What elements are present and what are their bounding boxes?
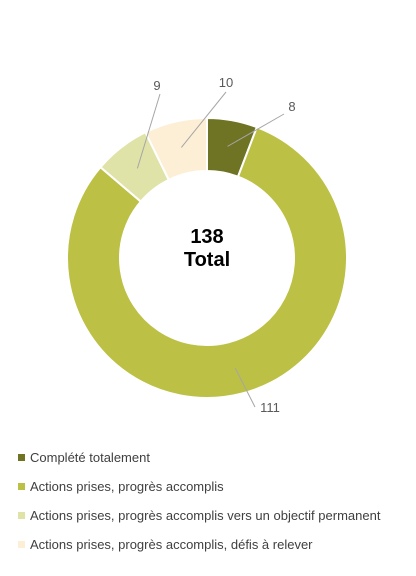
leader-line: [136, 93, 161, 169]
legend-swatch: [18, 512, 25, 519]
data-label: 8: [288, 99, 295, 114]
donut-chart: 8 111 9 10 138 Total: [66, 75, 348, 415]
total-label: Total: [184, 249, 230, 271]
slice-challenges[interactable]: [144, 116, 208, 182]
legend-item-challenges[interactable]: Actions prises, progrès accomplis, défis…: [18, 530, 416, 559]
donut-slices: [66, 116, 348, 399]
data-label: 9: [153, 78, 160, 93]
legend-swatch: [18, 454, 25, 461]
data-label: 111: [260, 400, 280, 415]
legend-item-permanent-objective[interactable]: Actions prises, progrès accomplis vers u…: [18, 501, 416, 530]
data-labels: 8 111 9 10: [136, 75, 296, 415]
leader-line: [234, 367, 256, 408]
legend-label: Actions prises, progrès accomplis: [30, 479, 224, 494]
legend-label: Complété totalement: [30, 450, 150, 465]
leader-line: [180, 91, 227, 148]
slice-progress[interactable]: [66, 125, 348, 399]
total-value: 138: [190, 226, 223, 248]
legend-label: Actions prises, progrès accomplis, défis…: [30, 537, 313, 552]
chart-legend: Complété totalement Actions prises, prog…: [18, 443, 416, 559]
legend-label: Actions prises, progrès accomplis vers u…: [30, 508, 381, 523]
legend-swatch: [18, 541, 25, 548]
leader-line: [227, 113, 285, 147]
legend-item-complete[interactable]: Complété totalement: [18, 443, 416, 472]
data-label: 10: [219, 75, 233, 90]
legend-swatch: [18, 483, 25, 490]
legend-item-progress[interactable]: Actions prises, progrès accomplis: [18, 472, 416, 501]
